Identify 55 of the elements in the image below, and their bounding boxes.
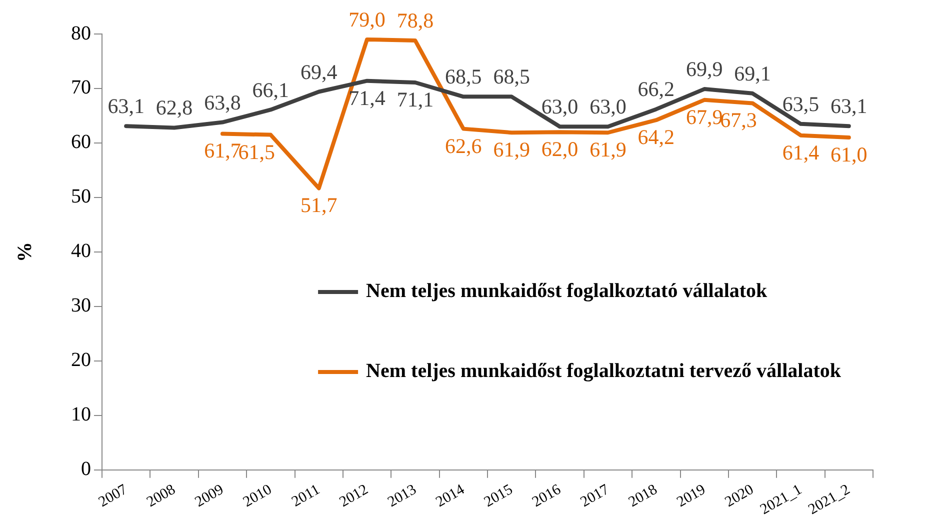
data-label: 67,3 <box>720 108 757 132</box>
data-label: 63,1 <box>830 94 868 118</box>
data-label: 63,0 <box>590 94 626 119</box>
x-tick-label: 2020 <box>722 482 756 511</box>
y-tick-label: 40 <box>71 240 91 262</box>
x-tick-label: 2009 <box>192 482 226 511</box>
y-tick-label: 70 <box>71 76 91 99</box>
x-tick-label: 2011 <box>289 482 323 510</box>
data-label: 61,4 <box>782 140 820 164</box>
y-tick-label: 0 <box>81 458 91 480</box>
data-label: 71,1 <box>396 88 434 112</box>
x-tick-label: 2018 <box>626 482 660 511</box>
x-tick-label: 2008 <box>144 482 178 511</box>
data-label: 79,0 <box>348 7 386 32</box>
data-label: 68,5 <box>493 64 530 89</box>
data-label: 78,8 <box>396 8 434 33</box>
legend-label: Nem teljes munkaidőst foglalkoztatni tervező vállalatok <box>366 360 842 382</box>
data-label: 61,9 <box>493 138 530 162</box>
x-tick-label: 2010 <box>240 482 275 511</box>
data-label: 62,8 <box>156 96 193 120</box>
y-tick-label: 30 <box>71 294 91 317</box>
data-label: 63,1 <box>108 94 144 118</box>
x-tick-label: 2019 <box>674 482 708 511</box>
data-label: 67,9 <box>686 104 723 129</box>
x-tick-label: 2014 <box>433 481 468 511</box>
data-label: 66,1 <box>252 78 290 102</box>
y-tick-label: 60 <box>71 131 91 154</box>
data-label: 61,7 <box>204 138 241 163</box>
x-tick-label: 2017 <box>578 481 612 511</box>
y-tick-label: 10 <box>71 404 91 426</box>
legend-label: Nem teljes munkaidőst foglalkoztató vállalatok <box>366 280 768 302</box>
data-label: 68,5 <box>445 64 482 89</box>
x-tick-label: 2016 <box>530 481 564 511</box>
y-axis-title: % <box>14 242 36 262</box>
x-tick-label: 2013 <box>385 482 420 511</box>
data-label: 71,4 <box>348 86 386 110</box>
data-label: 51,7 <box>300 193 338 218</box>
data-label: 63,8 <box>204 90 241 114</box>
x-tick-label: 2007 <box>96 481 130 511</box>
data-label: 61,9 <box>590 138 626 162</box>
x-tick-label: 2012 <box>337 482 371 511</box>
data-label: 69,1 <box>734 61 771 86</box>
y-tick-label: 50 <box>71 186 91 208</box>
y-tick-label: 20 <box>71 349 91 372</box>
data-label: 69,9 <box>686 57 723 82</box>
data-label: 66,2 <box>638 77 675 102</box>
data-label: 63,5 <box>782 92 820 116</box>
data-label: 61,0 <box>830 142 868 167</box>
data-label: 62,6 <box>445 134 482 158</box>
data-label: 64,2 <box>638 125 675 150</box>
x-tick-label: 2015 <box>482 482 516 511</box>
data-label: 63,0 <box>541 94 578 119</box>
data-label: 62,0 <box>541 137 578 162</box>
y-tick-label: 80 <box>71 22 91 44</box>
data-label: 69,4 <box>300 60 338 84</box>
